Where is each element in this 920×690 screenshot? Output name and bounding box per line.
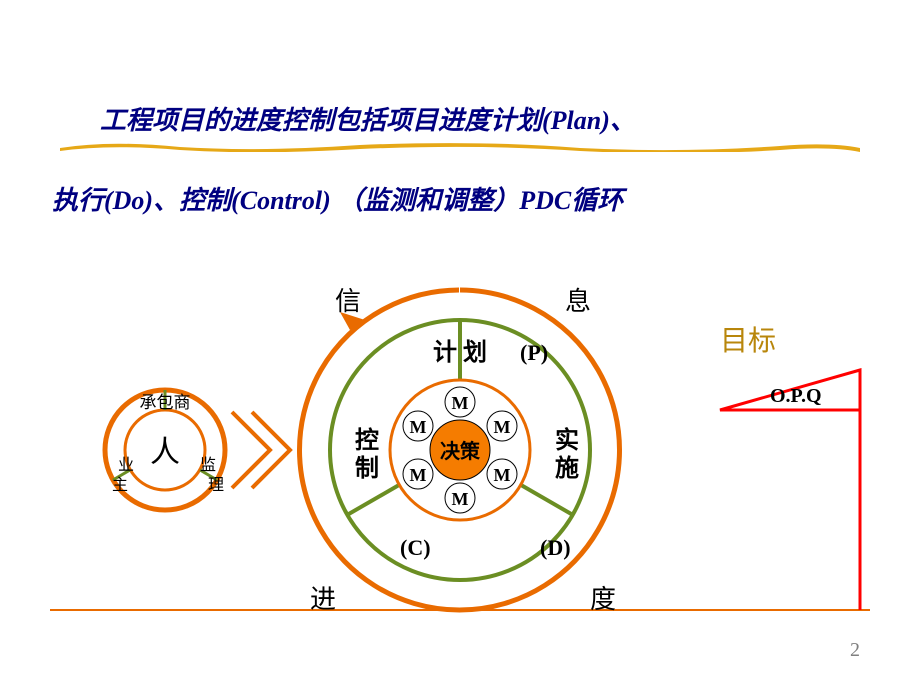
- goal-sub: O.P.Q: [770, 385, 822, 407]
- slide-root: 工程项目的进度控制包括项目进度计划(Plan)、 执行(Do)、控制(Contr…: [0, 0, 920, 690]
- svg-text:M: M: [452, 489, 469, 509]
- m-node-4: M: [403, 459, 433, 489]
- page-number: 2: [850, 639, 860, 662]
- sector-label-d-en: (D): [540, 535, 571, 560]
- goal-label: 目标: [720, 325, 776, 357]
- left-center-label: 人: [150, 436, 180, 469]
- around-tl: 信: [335, 287, 361, 316]
- main-circle-group: 决策 M M M M M M 计 划 (P) 实施 (D) 控制 (C) 信: [299, 287, 619, 614]
- svg-text:M: M: [410, 417, 427, 437]
- svg-text:M: M: [452, 393, 469, 413]
- svg-text:M: M: [494, 465, 511, 485]
- main-center-label: 决策: [440, 439, 481, 463]
- sector-label-p-en: (P): [520, 340, 548, 365]
- sector-label-c-cn: 控制: [355, 426, 379, 482]
- sector-label-p-cn: 计 划: [433, 339, 487, 366]
- m-node-5: M: [403, 411, 433, 441]
- svg-text:M: M: [410, 465, 427, 485]
- m-node-0: M: [445, 387, 475, 417]
- svg-text:M: M: [494, 417, 511, 437]
- left-label-top: 承包商: [140, 393, 191, 412]
- diagram-canvas: 人 承包商 业 主 监 理: [0, 0, 920, 690]
- left-circle-group: 人 承包商 业 主 监 理: [105, 390, 290, 510]
- sector-label-c-en: (C): [400, 535, 431, 560]
- around-br: 度: [590, 585, 616, 614]
- sector-label-d-cn: 实施: [555, 426, 579, 482]
- m-node-2: M: [487, 459, 517, 489]
- m-node-3: M: [445, 483, 475, 513]
- main-spoke-br: [521, 485, 573, 515]
- main-spoke-bl: [347, 485, 399, 515]
- around-tr: 息: [565, 287, 591, 316]
- left-forward-arrows: [232, 412, 290, 488]
- around-bl: 进: [310, 585, 336, 614]
- m-node-1: M: [487, 411, 517, 441]
- goal-group: 目标 O.P.Q: [720, 325, 860, 610]
